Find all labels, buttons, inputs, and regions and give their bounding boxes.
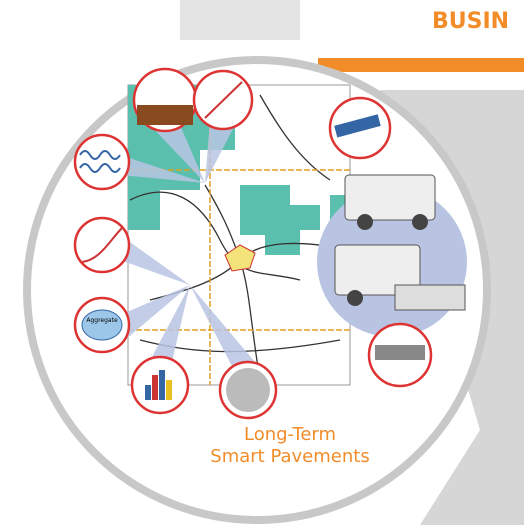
icon-bar: [145, 385, 151, 400]
aggregate-label: Aggregate: [86, 317, 118, 324]
page: BUSIN: [0, 0, 524, 525]
caption-line: Smart Pavements: [210, 446, 369, 467]
icon-bar: [166, 380, 172, 400]
pavement-core: [137, 105, 193, 125]
detail-circle: [75, 218, 129, 272]
detail-circle: [75, 135, 129, 189]
background-panel: [180, 0, 300, 40]
icon-bar: [159, 370, 165, 400]
caption-line: Long-Term: [244, 424, 336, 445]
van: [345, 175, 435, 220]
illustration: BUSIN: [0, 0, 524, 525]
sensor-rig: [395, 285, 465, 310]
wheel: [357, 214, 373, 230]
wheel: [347, 290, 363, 306]
icon-bar: [152, 375, 158, 400]
wheel: [412, 214, 428, 230]
header-title: BUSIN: [432, 9, 509, 34]
orange-bar: [318, 58, 524, 72]
aggregate: [82, 310, 122, 340]
texture: [226, 368, 270, 412]
sensor-detail: [375, 345, 425, 360]
